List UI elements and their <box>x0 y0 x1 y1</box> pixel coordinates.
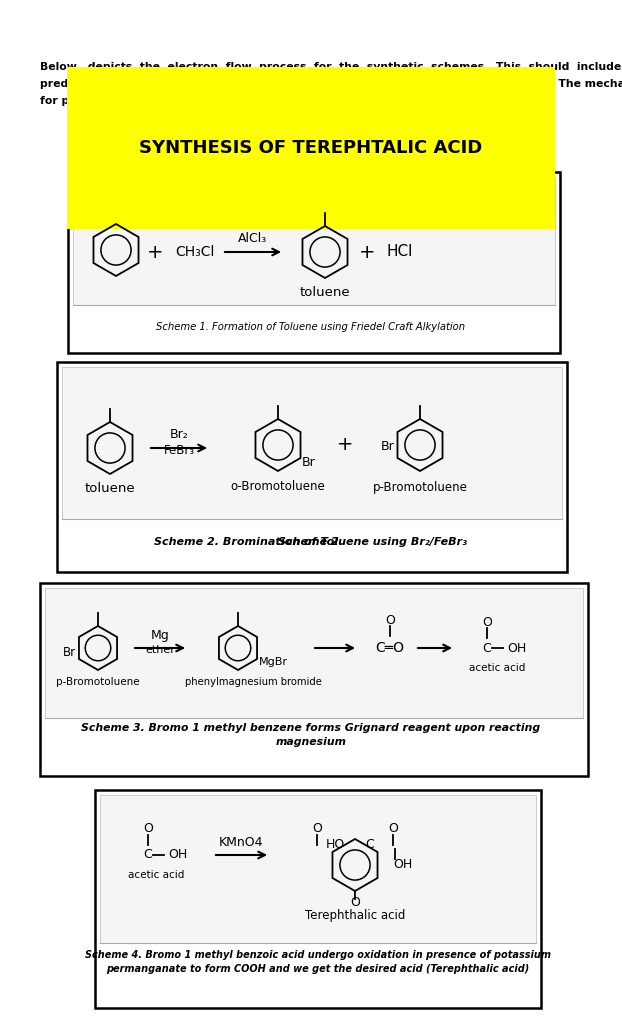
Text: Scheme 3. Bromo 1 methyl benzene forms Grignard reagent upon reacting
magnesium: Scheme 3. Bromo 1 methyl benzene forms G… <box>81 723 541 746</box>
Text: Br: Br <box>381 440 395 454</box>
Text: acetic acid: acetic acid <box>469 663 525 673</box>
FancyBboxPatch shape <box>73 177 555 305</box>
Text: OH: OH <box>507 641 526 654</box>
Text: Scheme 2. Bromination of Toluene using Br₂/FeBr₃: Scheme 2. Bromination of Toluene using B… <box>154 537 468 547</box>
FancyBboxPatch shape <box>57 362 567 572</box>
Text: O: O <box>388 822 398 836</box>
Text: toluene: toluene <box>300 286 350 299</box>
Text: +: + <box>337 435 353 455</box>
Text: prediction of significant and by-products through electronic and structural impa: prediction of significant and by-product… <box>40 79 622 89</box>
Text: O: O <box>350 896 360 909</box>
Text: O: O <box>385 613 395 627</box>
Text: MgBr: MgBr <box>259 657 288 667</box>
Text: SYNTHESIS OF TEREPHTALIC ACID: SYNTHESIS OF TEREPHTALIC ACID <box>139 139 483 157</box>
Text: Terephthalic acid: Terephthalic acid <box>305 908 405 922</box>
Text: O: O <box>482 615 492 629</box>
Text: acetic acid: acetic acid <box>128 870 184 880</box>
FancyBboxPatch shape <box>100 795 536 943</box>
FancyBboxPatch shape <box>40 583 588 776</box>
Text: FeBr₃: FeBr₃ <box>164 443 195 457</box>
FancyBboxPatch shape <box>95 790 541 1008</box>
Text: Scheme 1. Formation of Toluene using Friedel Craft Alkylation: Scheme 1. Formation of Toluene using Fri… <box>157 322 465 332</box>
Text: O: O <box>312 822 322 836</box>
Text: OH: OH <box>393 858 412 871</box>
Text: +: + <box>147 243 163 261</box>
Text: Br: Br <box>63 645 76 658</box>
FancyBboxPatch shape <box>62 367 562 519</box>
Text: AlCl₃: AlCl₃ <box>238 231 267 245</box>
Text: Mg: Mg <box>151 629 169 641</box>
Text: Br: Br <box>302 457 316 469</box>
Text: O: O <box>143 822 153 836</box>
Text: CH₃Cl: CH₃Cl <box>175 245 215 259</box>
Text: o-Bromotoluene: o-Bromotoluene <box>231 480 325 494</box>
Text: Scheme 2.: Scheme 2. <box>279 537 343 547</box>
Text: Below,  depicts  the  electron  flow  process  for  the  synthetic  schemes.  Th: Below, depicts the electron flow process… <box>40 62 622 72</box>
Text: HO: HO <box>326 839 345 852</box>
Text: Scheme 2. Bromination of Toluene using Br₂/FeBr₃: Scheme 2. Bromination of Toluene using B… <box>154 537 468 547</box>
Text: HCl: HCl <box>387 245 413 259</box>
Text: KMnO4: KMnO4 <box>219 836 263 849</box>
Text: C: C <box>365 839 374 852</box>
Text: Scheme 4. Bromo 1 methyl benzoic acid undergo oxidation in presence of potassium: Scheme 4. Bromo 1 methyl benzoic acid un… <box>85 950 551 974</box>
Text: phenylmagnesium bromide: phenylmagnesium bromide <box>185 677 322 687</box>
Text: for pushing the arrow must be shown.: for pushing the arrow must be shown. <box>40 96 274 106</box>
Text: ether: ether <box>145 645 175 655</box>
Text: Br₂: Br₂ <box>170 427 188 440</box>
FancyBboxPatch shape <box>68 172 560 353</box>
Text: OH: OH <box>168 849 187 861</box>
Text: C═O: C═O <box>376 641 404 655</box>
Text: C: C <box>483 641 491 654</box>
Text: +: + <box>359 243 375 261</box>
FancyBboxPatch shape <box>45 588 583 718</box>
Text: toluene: toluene <box>85 481 136 495</box>
Text: C: C <box>144 849 152 861</box>
Text: p-Bromotoluene: p-Bromotoluene <box>373 480 468 494</box>
Text: p-Bromotoluene: p-Bromotoluene <box>56 677 140 687</box>
